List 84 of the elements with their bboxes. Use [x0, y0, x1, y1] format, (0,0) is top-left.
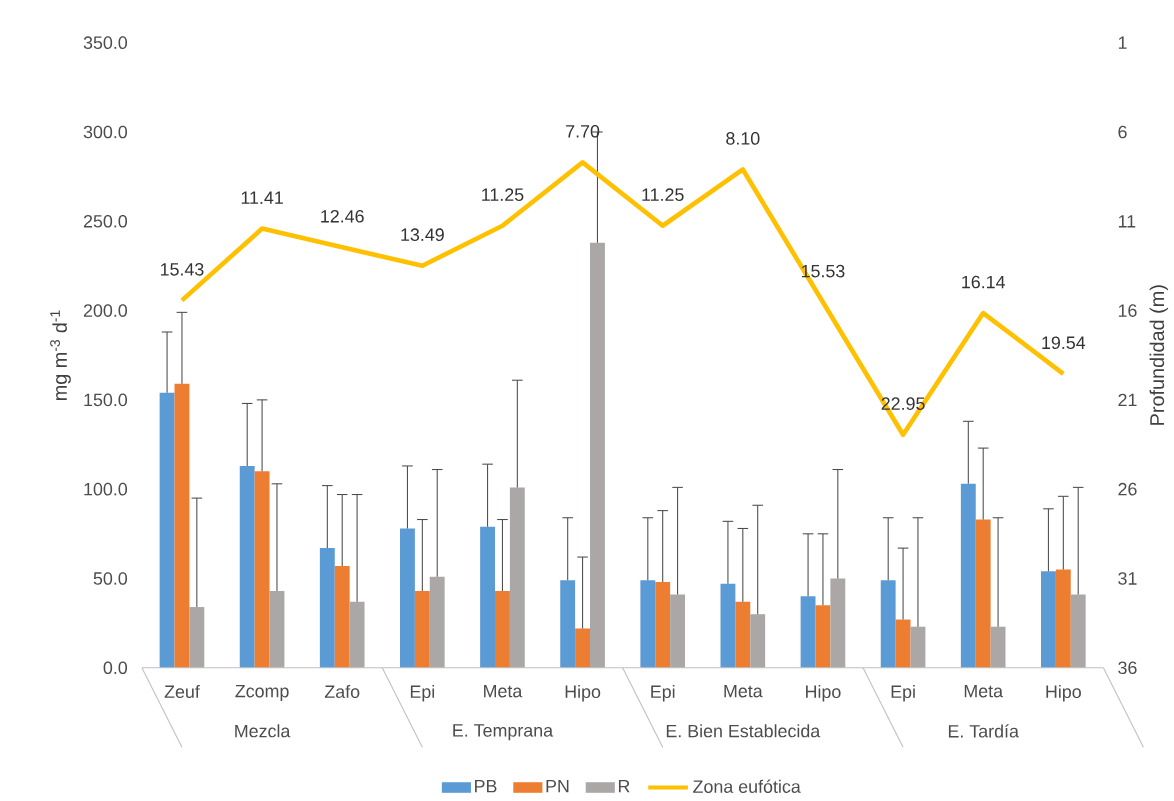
y2-tick-label: 1	[1118, 36, 1127, 49]
bar	[189, 607, 205, 668]
legend-label: PN	[546, 780, 569, 793]
y2-tick-label: 6	[1118, 125, 1127, 139]
bar	[239, 466, 255, 668]
bar	[990, 626, 1006, 668]
data-label: 12.46	[321, 210, 364, 223]
y2-tick-label: 36	[1118, 661, 1137, 675]
bar	[1055, 569, 1071, 668]
bar	[960, 483, 976, 668]
text: Mezcla	[235, 724, 291, 738]
text: E. Bien Establecida	[666, 724, 821, 738]
y-tick-label: 100.0	[84, 482, 128, 496]
bar	[1040, 571, 1056, 668]
y-tick-label: 250.0	[83, 215, 128, 228]
bar	[269, 591, 285, 668]
bar	[429, 576, 445, 668]
y2-tick-label: 31	[1118, 572, 1137, 585]
x-tick-label: Zeuf	[164, 685, 200, 699]
bar	[830, 578, 846, 668]
x-tick-label: Epi	[410, 685, 435, 702]
x-tick-label: Zcomp	[235, 685, 289, 702]
y-tick-label: 200.0	[83, 304, 128, 318]
y2-tick-label: 26	[1118, 483, 1137, 496]
bar	[349, 601, 365, 668]
bar	[495, 591, 510, 668]
x-tick-label: Epi	[651, 685, 675, 702]
y-tick-label: 350.0	[83, 36, 128, 50]
y2-tick-label: 11	[1118, 215, 1136, 228]
y-axis-title: mg m$^{-3}$ d$^{-1}$	[50, 310, 71, 401]
y-tick-label: 50.0	[93, 572, 128, 585]
data-label: 19.54	[1042, 336, 1086, 350]
bar	[800, 596, 816, 668]
x-tick-label: Hipo	[806, 685, 841, 702]
legend-label: R	[618, 780, 630, 793]
bar	[590, 242, 605, 668]
bar	[414, 591, 430, 668]
bar	[975, 519, 991, 668]
bar	[815, 605, 831, 668]
bar	[400, 528, 415, 668]
legend-label: Zona eufótica	[693, 779, 801, 794]
bar	[735, 601, 751, 668]
bar	[560, 580, 576, 668]
data-label: 7.70	[566, 125, 600, 138]
bar	[1070, 594, 1086, 668]
bar	[575, 628, 591, 668]
data-label: 16.14	[962, 275, 1006, 289]
data-label: 8.10	[726, 132, 760, 145]
y-tick-label: 150.0	[84, 393, 128, 407]
bar	[880, 580, 896, 668]
bar	[334, 566, 350, 668]
bar	[319, 548, 335, 668]
bar	[480, 526, 496, 668]
data-label: 15.43	[160, 263, 204, 276]
bar	[159, 392, 175, 668]
bar	[670, 594, 686, 668]
data-label: 11.41	[241, 191, 283, 204]
bar	[509, 487, 525, 668]
y-tick-label: 0.0	[103, 661, 128, 675]
bar	[254, 471, 270, 668]
x-tick-label: Meta	[724, 685, 763, 698]
bar	[655, 582, 671, 668]
x-tick-label: Meta	[964, 685, 1004, 698]
y-tick-label: 300.0	[83, 125, 128, 139]
bar	[640, 580, 656, 668]
y2-tick-label: 16	[1118, 304, 1137, 318]
y2-tick-label: 21	[1118, 393, 1137, 407]
x-tick-label: Hipo	[565, 685, 601, 702]
data-label: 11.25	[482, 188, 524, 202]
x-tick-label: Hipo	[1046, 685, 1081, 702]
y2-axis-title: Profundidad (m)	[1149, 285, 1169, 425]
bar	[910, 626, 926, 668]
x-tick-label: Epi	[891, 685, 915, 702]
text: E. Temprana	[453, 724, 554, 741]
x-tick-label: Meta	[484, 685, 523, 698]
bar	[895, 619, 911, 668]
bar	[720, 583, 736, 668]
bar	[174, 383, 190, 668]
data-label: 11.25	[642, 188, 684, 202]
data-label: 13.49	[401, 228, 444, 242]
legend-label: PB	[475, 780, 497, 793]
bar	[750, 614, 766, 668]
x-tick-label: Zafo	[324, 685, 360, 699]
text: E. Tardía	[948, 724, 1019, 738]
